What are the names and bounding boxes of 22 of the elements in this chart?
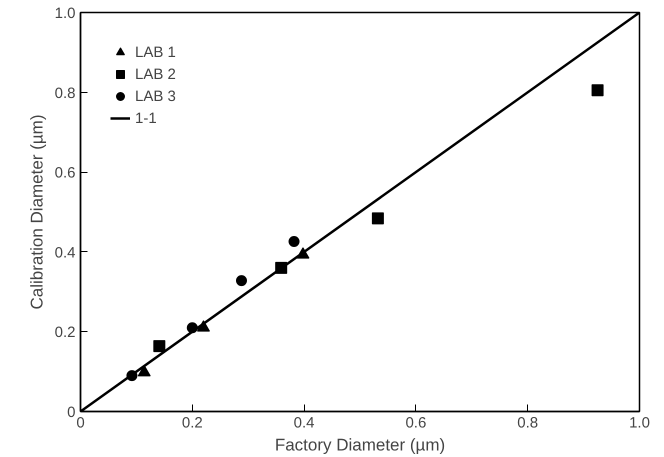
x-tick-label: 1.0: [629, 414, 650, 432]
y-tick-label: 0.4: [54, 244, 76, 262]
point: [288, 236, 300, 248]
point: [153, 340, 166, 352]
point: [592, 84, 604, 96]
x-axis-title: Factory Diameter (µm): [274, 436, 446, 454]
point: [372, 212, 384, 224]
legend-label: LAB 2: [135, 66, 176, 82]
point: [236, 275, 247, 286]
y-tick-label: 0.6: [54, 164, 76, 182]
y-tick-label: 0.8: [54, 84, 76, 102]
x-tick-label: 0.6: [405, 414, 426, 432]
legend-label: 1-1: [135, 110, 157, 126]
legend-label: LAB 3: [135, 88, 176, 104]
y-tick-label: 1.0: [54, 5, 76, 22]
y-tick-label: 0.2: [54, 324, 76, 342]
x-tick-label: 0.2: [182, 414, 203, 432]
x-tick-label: 0.4: [294, 414, 315, 432]
y-axis-title: Calibration Diameter (µm): [28, 114, 47, 310]
x-tick-label: 0.8: [517, 414, 538, 432]
legend-label: LAB 1: [135, 44, 176, 60]
y-tick-label: 0: [67, 404, 76, 421]
